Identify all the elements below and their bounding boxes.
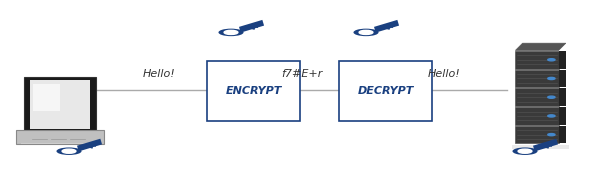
Text: f7#E+r: f7#E+r (281, 69, 322, 79)
FancyBboxPatch shape (24, 77, 96, 132)
FancyBboxPatch shape (515, 88, 559, 106)
FancyBboxPatch shape (512, 145, 569, 148)
FancyBboxPatch shape (559, 107, 566, 125)
FancyBboxPatch shape (515, 126, 559, 143)
Circle shape (359, 30, 373, 34)
FancyBboxPatch shape (515, 107, 559, 125)
Circle shape (62, 149, 76, 153)
FancyBboxPatch shape (34, 84, 60, 111)
Circle shape (218, 29, 244, 36)
Circle shape (518, 149, 532, 153)
FancyBboxPatch shape (339, 61, 432, 121)
FancyBboxPatch shape (30, 80, 90, 129)
FancyBboxPatch shape (515, 51, 559, 69)
FancyBboxPatch shape (16, 130, 104, 144)
Circle shape (56, 147, 82, 155)
FancyBboxPatch shape (515, 70, 559, 87)
Circle shape (548, 59, 555, 61)
Text: ENCRYPT: ENCRYPT (226, 86, 281, 96)
FancyBboxPatch shape (559, 88, 566, 106)
Circle shape (353, 29, 379, 36)
Circle shape (512, 147, 538, 155)
Polygon shape (515, 43, 566, 50)
Circle shape (548, 96, 555, 98)
Circle shape (548, 115, 555, 117)
FancyBboxPatch shape (559, 70, 566, 87)
Text: Hello!: Hello! (428, 69, 460, 79)
FancyBboxPatch shape (207, 61, 300, 121)
FancyBboxPatch shape (559, 126, 566, 143)
Circle shape (548, 134, 555, 136)
Circle shape (548, 77, 555, 80)
Circle shape (224, 30, 238, 34)
Text: Hello!: Hello! (143, 69, 175, 79)
Text: DECRYPT: DECRYPT (358, 86, 413, 96)
FancyBboxPatch shape (559, 51, 566, 69)
FancyBboxPatch shape (21, 143, 99, 144)
